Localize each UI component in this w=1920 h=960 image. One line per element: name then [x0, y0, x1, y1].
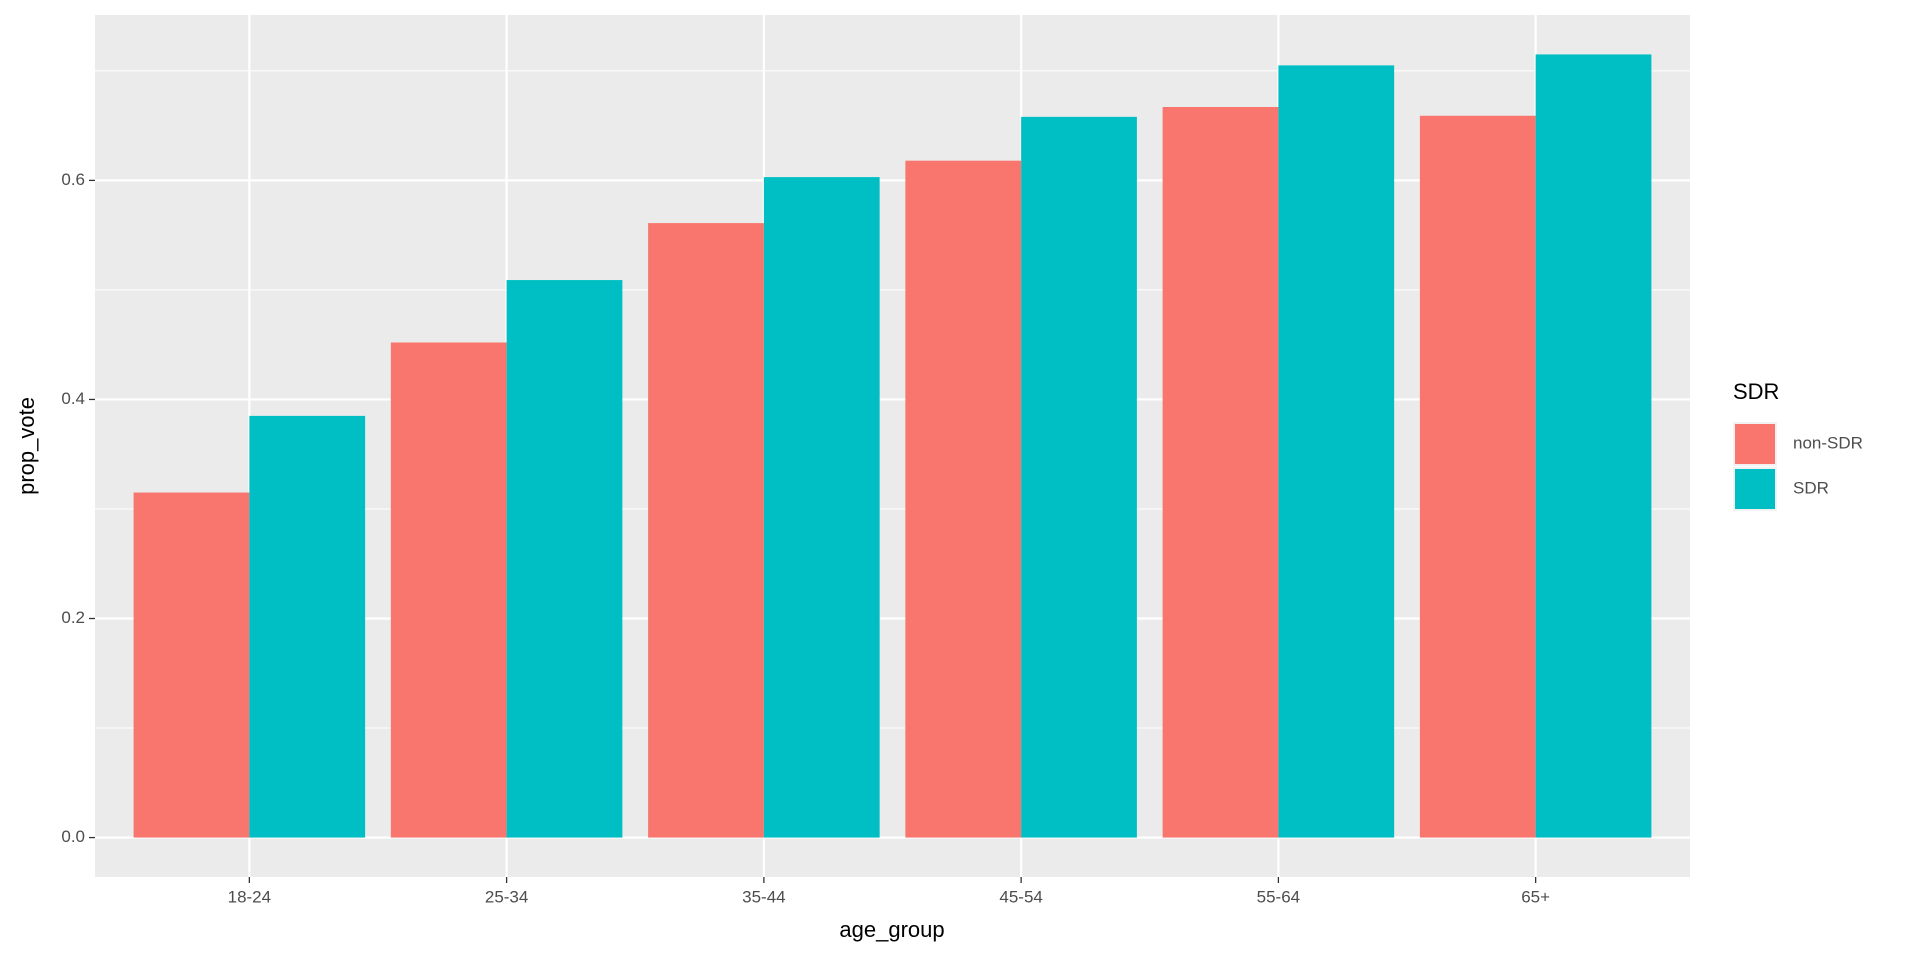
- bar: [1278, 65, 1395, 838]
- bar: [905, 160, 1022, 838]
- legend-swatch: [1735, 469, 1775, 509]
- bar: [506, 280, 623, 838]
- y-tick-label: 0.2: [61, 608, 85, 627]
- x-tick-label: 18-24: [228, 887, 271, 906]
- y-axis-title: prop_vote: [14, 397, 39, 495]
- bar: [1162, 107, 1279, 838]
- x-tick-label: 45-54: [999, 887, 1042, 906]
- bar: [133, 492, 250, 838]
- legend-label: non-SDR: [1793, 433, 1863, 452]
- bar: [1021, 116, 1137, 838]
- bar: [648, 223, 764, 838]
- bar: [763, 177, 880, 838]
- x-tick-label: 35-44: [742, 887, 785, 906]
- x-tick-label: 65+: [1521, 887, 1550, 906]
- legend-label: SDR: [1793, 478, 1829, 497]
- y-tick-label: 0.6: [61, 170, 85, 189]
- legend-title: SDR: [1733, 379, 1779, 404]
- y-tick-label: 0.4: [61, 389, 85, 408]
- bar: [390, 342, 507, 838]
- x-tick-label: 25-34: [485, 887, 528, 906]
- x-tick-label: 55-64: [1257, 887, 1300, 906]
- bar: [1535, 54, 1652, 838]
- bar: [249, 415, 366, 838]
- x-axis-title: age_group: [839, 917, 944, 942]
- bar: [1419, 115, 1536, 838]
- legend-swatch: [1735, 424, 1775, 464]
- y-tick-label: 0.0: [61, 827, 85, 846]
